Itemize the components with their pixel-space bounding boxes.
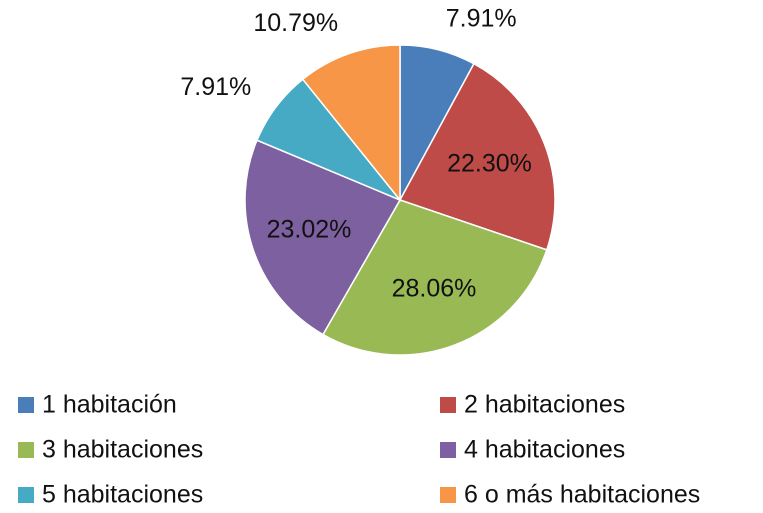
data-label: 7.91% <box>446 4 517 32</box>
legend-swatch <box>18 442 34 458</box>
legend-swatch <box>440 487 456 503</box>
data-label: 10.79% <box>253 9 338 37</box>
data-label: 28.06% <box>392 274 477 302</box>
pie-slice <box>321 199 548 356</box>
legend-label: 5 habitaciones <box>42 481 203 509</box>
pie-slice <box>301 44 401 203</box>
pie-slice <box>244 139 402 336</box>
data-label: 22.30% <box>447 150 532 178</box>
legend-label: 2 habitaciones <box>464 391 625 419</box>
legend-swatch <box>18 397 34 413</box>
legend-swatch <box>440 442 456 458</box>
legend-label: 6 o más habitaciones <box>464 481 700 509</box>
legend-swatch <box>440 397 456 413</box>
pie-slice <box>398 62 556 251</box>
data-label: 23.02% <box>267 216 352 244</box>
legend-swatch <box>18 487 34 503</box>
legend-label: 4 habitaciones <box>464 436 625 464</box>
legend-label: 3 habitaciones <box>42 436 203 464</box>
legend-label: 1 habitación <box>42 391 177 419</box>
data-label: 7.91% <box>180 73 251 101</box>
